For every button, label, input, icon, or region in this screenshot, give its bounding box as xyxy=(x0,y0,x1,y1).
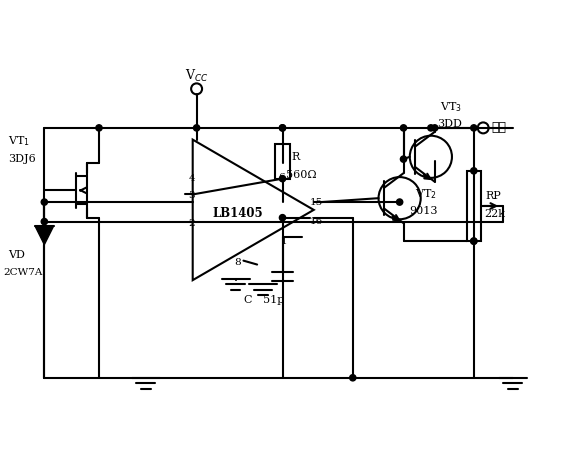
Circle shape xyxy=(193,125,200,131)
Text: C: C xyxy=(244,295,252,305)
Text: 51p: 51p xyxy=(263,295,284,305)
Text: 2CW7A: 2CW7A xyxy=(4,268,43,277)
Text: V$_{CC}$: V$_{CC}$ xyxy=(185,68,208,83)
Text: VT$_3$: VT$_3$ xyxy=(440,100,462,114)
Text: 3DD: 3DD xyxy=(437,119,462,129)
Text: 4: 4 xyxy=(188,174,195,183)
Text: 560Ω: 560Ω xyxy=(286,170,317,180)
Text: 2: 2 xyxy=(188,220,195,229)
Text: 22k: 22k xyxy=(484,209,505,219)
Text: 6: 6 xyxy=(279,173,285,182)
Circle shape xyxy=(279,125,286,131)
Text: 8: 8 xyxy=(234,258,241,267)
Circle shape xyxy=(350,375,356,381)
Text: VT$_1$: VT$_1$ xyxy=(8,134,29,148)
Text: LB1405: LB1405 xyxy=(212,207,263,220)
Polygon shape xyxy=(35,226,54,244)
Text: R: R xyxy=(292,152,300,162)
Text: 输出: 输出 xyxy=(491,121,506,134)
Circle shape xyxy=(279,175,286,182)
Circle shape xyxy=(432,125,438,131)
Text: VD: VD xyxy=(8,250,24,260)
Circle shape xyxy=(401,156,407,162)
Text: 9013: 9013 xyxy=(409,207,437,216)
Text: 16: 16 xyxy=(310,217,323,226)
Text: 3: 3 xyxy=(188,191,195,200)
Bar xyxy=(276,143,289,179)
Circle shape xyxy=(471,238,477,244)
Text: 3DJ6: 3DJ6 xyxy=(8,154,36,164)
Text: VT$_2$: VT$_2$ xyxy=(415,187,437,201)
Circle shape xyxy=(279,125,286,131)
Text: RP: RP xyxy=(485,191,501,201)
Circle shape xyxy=(397,199,403,205)
Circle shape xyxy=(41,218,47,225)
Circle shape xyxy=(41,199,47,205)
Circle shape xyxy=(471,125,477,131)
Circle shape xyxy=(428,125,434,131)
Circle shape xyxy=(96,125,102,131)
Circle shape xyxy=(471,168,477,174)
Circle shape xyxy=(471,238,477,244)
Bar xyxy=(467,171,481,241)
Text: 1: 1 xyxy=(281,237,288,246)
Circle shape xyxy=(401,125,407,131)
Text: 15: 15 xyxy=(310,198,323,207)
Circle shape xyxy=(279,215,286,221)
